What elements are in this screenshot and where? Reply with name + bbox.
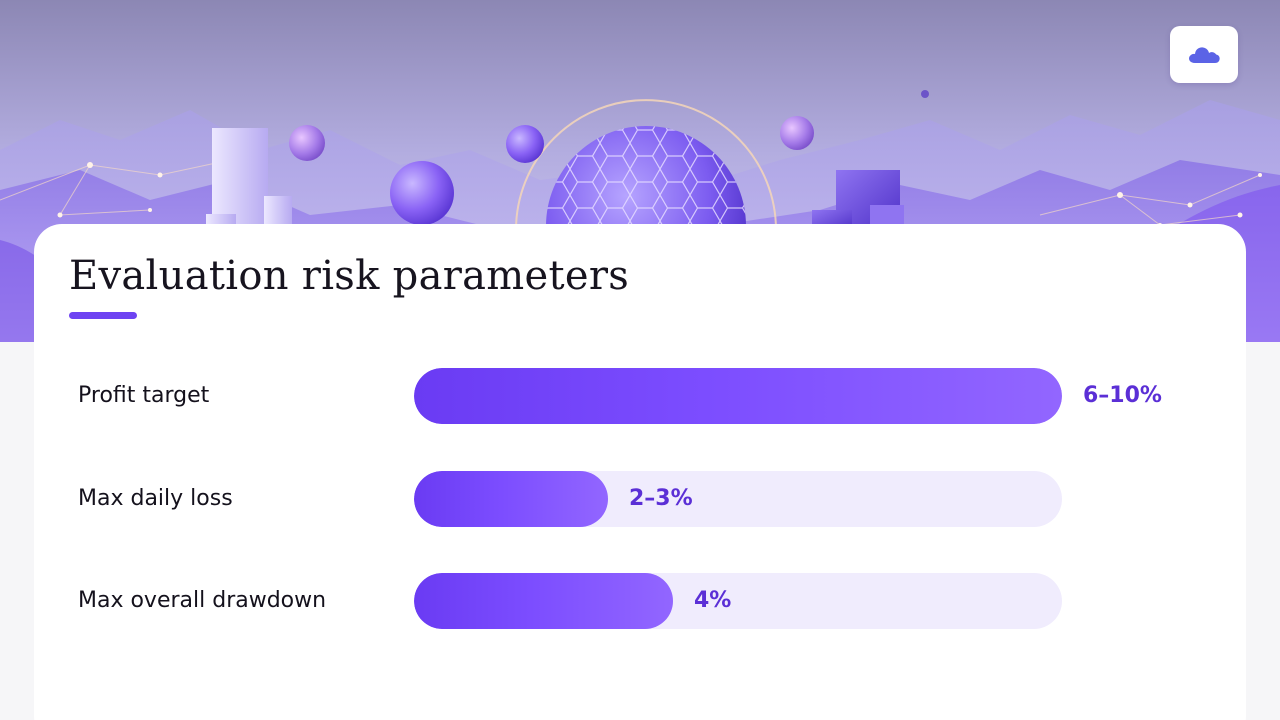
- bar-category-label: Max daily loss: [78, 486, 233, 511]
- logo-badge: [1170, 26, 1238, 83]
- bar-value-label: 2–3%: [629, 486, 693, 511]
- bar-track: [414, 368, 1062, 424]
- bar-category-label: Max overall drawdown: [78, 588, 327, 613]
- bar-fill: [414, 471, 608, 527]
- bar-track: [414, 573, 1062, 629]
- bar-track: [414, 471, 1062, 527]
- bar-category-label: Profit target: [78, 383, 210, 408]
- page-title: Evaluation risk parameters: [69, 253, 630, 299]
- bar-fill: [414, 368, 1062, 424]
- cloud-icon: [1189, 46, 1220, 63]
- bar-fill: [414, 573, 673, 629]
- title-accent-underline: [69, 312, 137, 319]
- bar-value-label: 6–10%: [1083, 383, 1162, 408]
- bar-value-label: 4%: [694, 588, 732, 613]
